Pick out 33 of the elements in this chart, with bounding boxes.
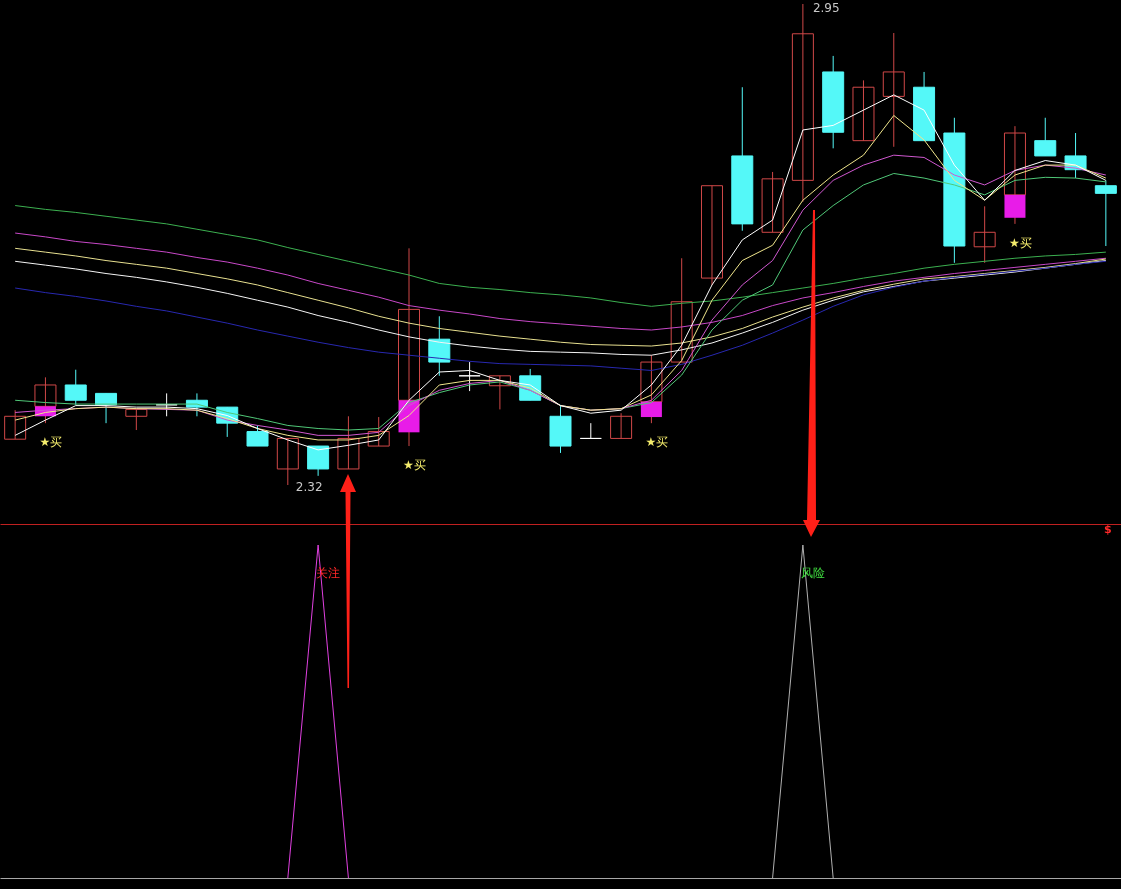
candlestick [791,3,814,203]
candlestick [458,361,481,392]
candlestick [579,422,602,439]
candlestick [973,205,996,264]
candlestick [1003,125,1026,225]
candlestick [610,412,633,439]
candlestick [761,171,784,233]
candlestick [64,369,87,406]
annotation: 风险 [800,566,825,580]
annotation: 2.95 [812,1,840,15]
candlestick [1034,117,1057,157]
candlestick [882,32,905,148]
candlestick [1094,179,1117,247]
candlestick [307,445,330,477]
annotation: 关注 [316,566,341,580]
candlestick [852,79,875,142]
bar [640,401,662,418]
candlestick [367,416,390,447]
annotation: ★买 [1008,235,1032,250]
candlestick [4,409,27,440]
annotation: ★买 [403,458,426,473]
annotation: 2.32 [295,480,323,494]
candlestick [670,257,693,363]
candlestick [246,424,269,447]
annotation: ★买 [39,435,63,450]
candlestick [337,415,360,470]
bar [1004,194,1026,218]
annotation: ★买 [645,435,669,450]
text: $ [1104,523,1112,536]
candlestick [125,408,148,431]
candlestick [700,185,723,286]
candlestick [488,375,511,410]
candlestick [640,354,663,424]
